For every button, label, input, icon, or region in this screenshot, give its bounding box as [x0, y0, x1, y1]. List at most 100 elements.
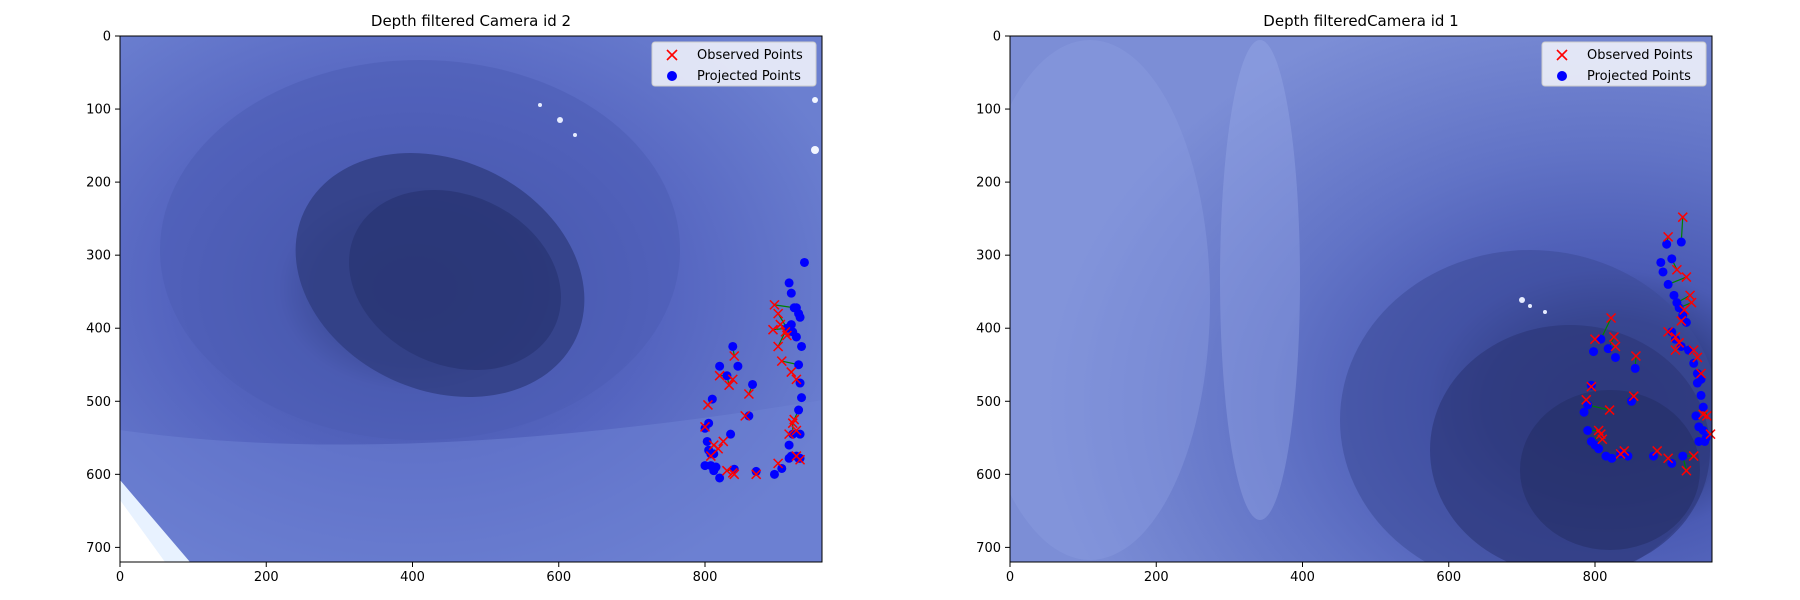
chart-title: Depth filteredCamera id 1: [1263, 12, 1458, 30]
y-tick-label: 200: [976, 176, 1001, 191]
projected-point: [722, 371, 732, 381]
observed-point: [713, 443, 724, 454]
plot-area-camera-2: [699, 257, 809, 483]
y-tick-label: 300: [86, 249, 111, 264]
projected-point: [1658, 267, 1668, 277]
projected-point: [700, 423, 710, 433]
observed-point: [1606, 312, 1617, 324]
observed-point: [727, 467, 738, 478]
y-tick-label: 100: [976, 103, 1001, 118]
projected-point: [748, 379, 758, 389]
observed-point: [791, 425, 802, 436]
observed-point: [786, 367, 797, 378]
observed-point: [1681, 465, 1692, 476]
y-tick-label: 0: [993, 30, 1001, 45]
observed-point: [1630, 350, 1641, 362]
projected-point: [1698, 402, 1708, 412]
projected-point: [1607, 453, 1617, 463]
projected-point: [1692, 378, 1702, 388]
legend-projected-label: Projected Points: [697, 69, 801, 84]
observed-point: [1610, 341, 1621, 352]
endoscopy-image-camera-2: [120, 36, 822, 562]
legend-observed-label: Observed Points: [697, 48, 803, 63]
projected-point: [1596, 334, 1606, 344]
observed-point: [1597, 434, 1608, 445]
observed-point: [767, 324, 779, 335]
x-tick-label: 200: [1144, 570, 1169, 585]
y-tick-label: 400: [86, 322, 111, 337]
x-tick-label: 400: [1290, 570, 1315, 585]
projected-point: [700, 461, 710, 471]
projected-point: [795, 312, 805, 322]
y-tick-label: 0: [103, 30, 111, 45]
legend-observed-marker: [1556, 49, 1568, 61]
projected-point: [715, 361, 725, 371]
projected-point: [1649, 451, 1658, 461]
projected-point: [1627, 396, 1637, 406]
observed-point: [1701, 410, 1712, 421]
legend-observed-label: Observed Points: [1587, 48, 1693, 63]
projected-point: [791, 332, 801, 342]
projected-point: [777, 463, 787, 473]
observed-point: [1589, 334, 1601, 345]
chart-panel-camera-2: 0 200 400 600 800 0 100 200 300 400 500 600 700 Dept…: [86, 12, 823, 585]
observed-point: [776, 356, 787, 367]
observed-point: [1705, 429, 1716, 440]
observed-point: [773, 458, 784, 469]
y-tick-label: 700: [976, 541, 1001, 556]
observed-point: [773, 341, 784, 352]
projected-point: [794, 360, 804, 370]
projected-point: [799, 257, 809, 267]
projected-point: [769, 469, 779, 479]
y-tick-label: 500: [976, 395, 1001, 410]
observed-point: [718, 436, 729, 447]
projected-point: [1674, 303, 1684, 313]
x-tick-label: 800: [693, 570, 718, 585]
projected-point: [1678, 451, 1688, 461]
observed-point: [781, 330, 792, 341]
projected-point: [794, 405, 804, 415]
projected-point: [1589, 347, 1599, 357]
observed-point: [1688, 451, 1699, 462]
observed-point: [743, 388, 754, 400]
observed-point: [775, 319, 786, 330]
projected-point: [1669, 290, 1679, 300]
observed-point: [1676, 315, 1687, 326]
observed-point: [1677, 212, 1688, 223]
observed-point: [1679, 304, 1690, 315]
observed-point: [751, 469, 762, 480]
observed-point: [729, 350, 740, 362]
observed-point: [784, 429, 795, 440]
y-tick-label: 700: [86, 541, 111, 556]
projected-point: [1696, 390, 1706, 400]
projected-point: [1698, 426, 1708, 435]
projected-point: [1689, 358, 1699, 368]
x-tick-label: 200: [254, 570, 279, 585]
chart-camera-1: 0 200 400 600 800 0 100 200 300 400 500 600 700 Dept…: [976, 12, 1716, 585]
x-tick-label: 0: [116, 570, 124, 585]
y-tick-label: 600: [86, 468, 111, 483]
projected-point: [1656, 257, 1666, 267]
projected-point: [1586, 380, 1596, 390]
projected-point: [1684, 345, 1694, 355]
observed-point: [724, 380, 735, 391]
projected-point: [1676, 341, 1686, 351]
observed-point: [1608, 331, 1620, 343]
x-tick-label: 0: [1006, 570, 1014, 585]
projected-point: [795, 453, 805, 463]
y-tick-label: 600: [976, 468, 1001, 483]
projected-point: [784, 440, 794, 450]
axes-frame: [1009, 35, 1713, 563]
observed-point: [699, 421, 711, 432]
projected-point: [733, 361, 743, 371]
projected-point: [1583, 426, 1593, 435]
projected-point: [1603, 344, 1613, 354]
projected-point: [1623, 451, 1633, 461]
projected-point: [1667, 254, 1677, 264]
projected-point: [1579, 407, 1589, 417]
projected-point: [1610, 352, 1620, 362]
projected-point: [709, 466, 719, 476]
y-tick-label: 300: [976, 249, 1001, 264]
x-tick-label: 800: [1583, 570, 1608, 585]
observed-point: [1652, 445, 1663, 456]
